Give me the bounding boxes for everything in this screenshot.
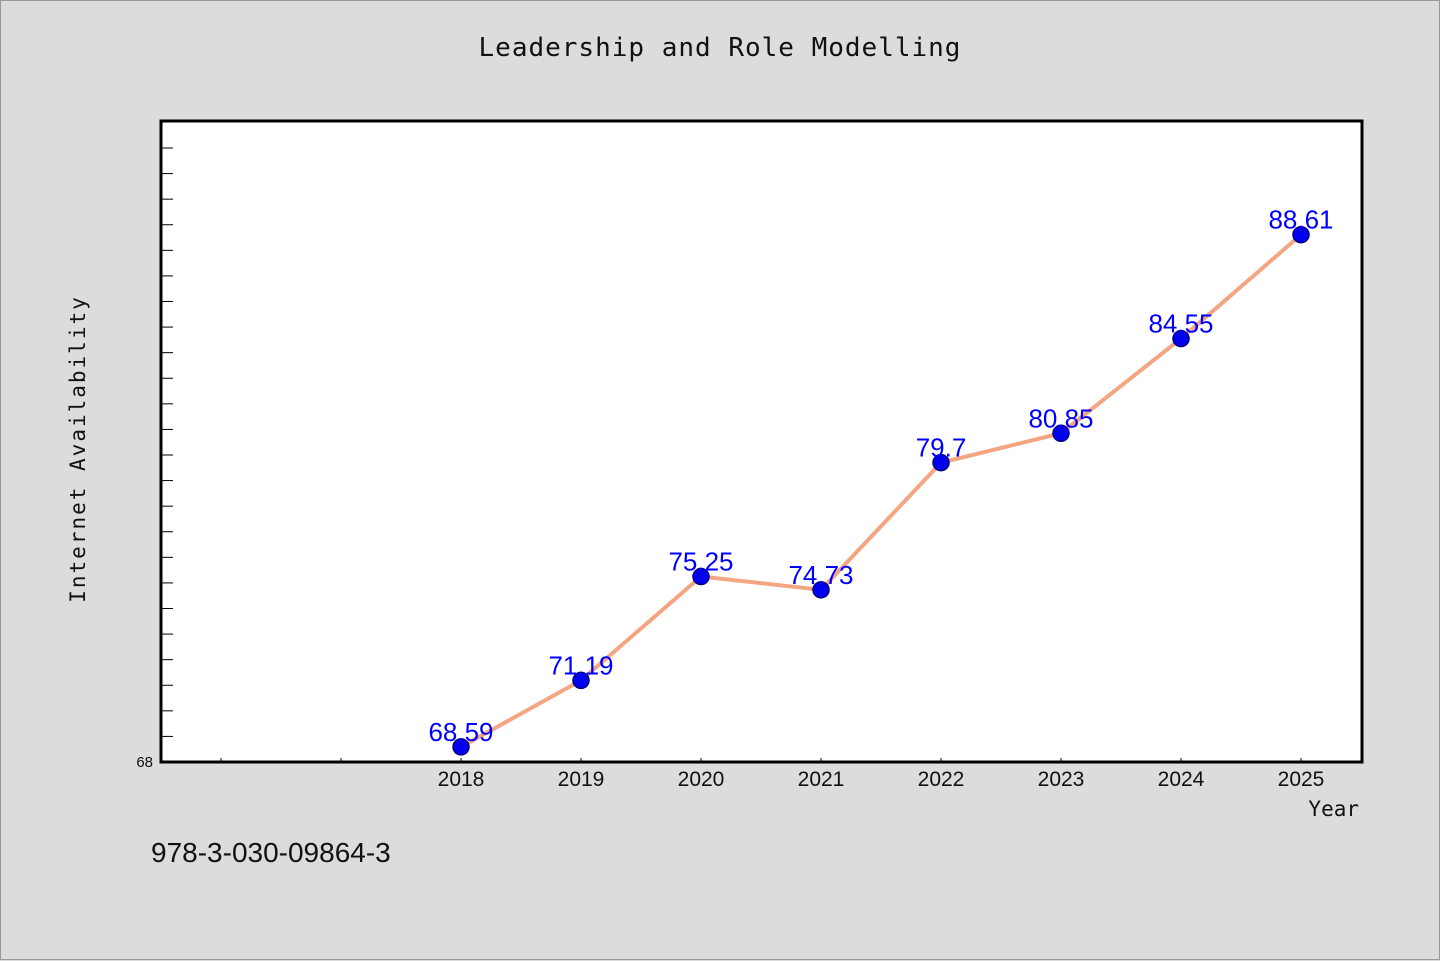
data-label: 74.73 xyxy=(788,560,853,590)
data-point xyxy=(452,738,470,756)
y-axis-ticks: 68 xyxy=(136,147,173,771)
x-tick-label: 2023 xyxy=(1038,768,1085,791)
data-label: 80.85 xyxy=(1028,403,1093,433)
data-point xyxy=(572,671,590,690)
data-label: 71.19 xyxy=(548,650,613,680)
data-label: 68.59 xyxy=(428,717,493,747)
x-tick-label: 2019 xyxy=(558,768,605,791)
chart-title: Leadership and Role Modelling xyxy=(478,33,962,63)
series-layer xyxy=(452,225,1310,756)
data-label: 75.25 xyxy=(668,547,733,577)
series-line xyxy=(459,232,1303,749)
x-tick-label: 2022 xyxy=(918,768,965,791)
data-point xyxy=(1292,225,1310,244)
x-tick-label: 2025 xyxy=(1278,768,1325,791)
data-label: 79.7 xyxy=(916,433,967,463)
x-tick-label: 2020 xyxy=(678,768,725,791)
data-point xyxy=(1172,329,1190,348)
x-tick-label: 2018 xyxy=(438,768,485,791)
x-tick-label: 2024 xyxy=(1158,768,1205,791)
data-label: 88.61 xyxy=(1268,205,1333,235)
plot-background xyxy=(159,119,1364,764)
footnote-isbn: 978-3-030-09864-3 xyxy=(151,837,391,868)
data-point xyxy=(692,567,710,586)
data-labels-layer: 68.59 71.19 75.25 74.73 79.7 80.85 84.55 88.61 xyxy=(428,205,1333,747)
data-point xyxy=(1052,424,1070,443)
x-axis-ticks: 2018 2019 2020 2021 2022 2023 2024 2025 xyxy=(220,758,1325,791)
x-axis-label: Year xyxy=(1308,797,1359,821)
x-tick-label: 2021 xyxy=(798,768,845,791)
y-tick-label: 68 xyxy=(136,754,153,771)
data-label: 84.55 xyxy=(1148,309,1213,339)
data-point xyxy=(932,453,950,472)
data-point xyxy=(812,581,830,599)
